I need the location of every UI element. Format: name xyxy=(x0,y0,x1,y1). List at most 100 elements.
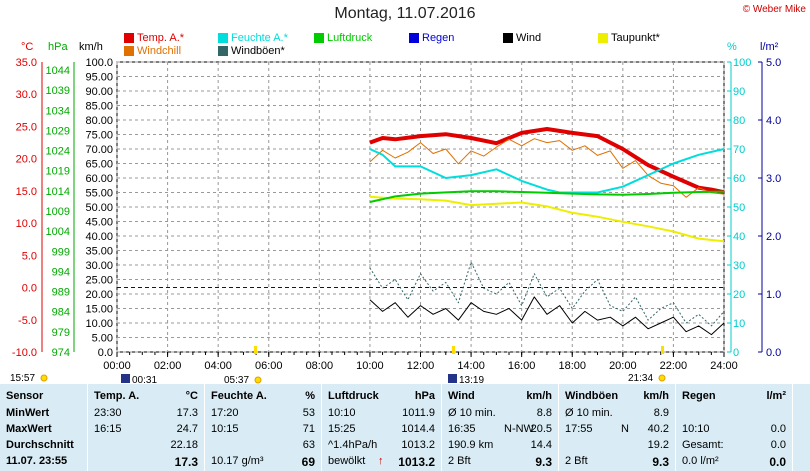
stat-row: 19.2 xyxy=(559,439,675,454)
legend-item: Windböen* xyxy=(218,45,285,57)
legend-label: Regen xyxy=(422,32,455,44)
pressure-tick-label: 1009 xyxy=(46,206,70,218)
humidity-unit-label: % xyxy=(727,41,737,53)
stat-time: 2 Bft xyxy=(565,455,588,467)
temp-tick-label: -10.0 xyxy=(12,347,37,359)
wind-unit: km/h xyxy=(526,390,552,402)
x-tick-label: 12:00 xyxy=(407,360,435,372)
legend-label: Taupunkt* xyxy=(611,32,660,44)
pressure-tick-label: 1034 xyxy=(46,105,70,117)
humidity-tick-label: 60 xyxy=(733,173,745,185)
stat-value: 53 xyxy=(302,407,315,419)
stat-value: 0.0 xyxy=(770,439,786,451)
rain-tick-label: 1.0 xyxy=(766,289,781,301)
wind-tick-label: 65.00 xyxy=(85,159,113,171)
legend-item: Luftdruck xyxy=(314,32,372,44)
stat-value: 17.3 xyxy=(174,455,198,469)
stat-value: 1011.9 xyxy=(402,407,435,419)
wind-tick-label: 70.00 xyxy=(85,144,113,156)
stat-row: 2 Bft 9.3 xyxy=(442,455,558,470)
wind-tick-label: 50.00 xyxy=(85,202,113,214)
humidity-tick-label: 0 xyxy=(733,347,739,359)
wind-tick-label: 75.00 xyxy=(85,130,113,142)
event-marker xyxy=(452,346,455,354)
legend-label: Windchill xyxy=(137,45,182,57)
stat-row: 10:10 1011.9 xyxy=(322,407,441,422)
legend-item: Feuchte A.* xyxy=(218,32,288,44)
series-line-1 xyxy=(369,138,725,198)
pressure-tick-label: 1039 xyxy=(46,85,70,97)
stat-row: 0.0 l/m² 0.0 xyxy=(676,455,792,470)
stat-time: 16:15 xyxy=(94,423,122,435)
stat-time: 17:20 xyxy=(211,407,239,419)
stat-value: 8.8 xyxy=(536,407,552,419)
temp-section: Temp. A. °C 23:30 17.3 16:15 24.7 22.18 17.3 xyxy=(88,384,205,471)
sun-time-label: 05:37 xyxy=(224,375,249,384)
pressure-tick-label: 1004 xyxy=(46,226,70,238)
stat-row: 2 Bft 9.3 xyxy=(559,455,675,470)
legend-label: Temp. A.* xyxy=(137,32,185,44)
row-label-max: MaxWert xyxy=(6,423,52,435)
stat-value: 40.2 xyxy=(647,423,669,435)
humidity-tick-label: 50 xyxy=(733,202,745,214)
rain-title: Regen xyxy=(682,390,716,402)
legend-item: Wind xyxy=(503,32,541,44)
pressure-unit-label: hPa xyxy=(48,41,68,53)
temp-unit-label: °C xyxy=(21,41,33,53)
rain-unit: l/m² xyxy=(766,390,786,402)
stat-row: 16:35 N-NW 20.5 xyxy=(442,423,558,438)
stat-time: Ø 10 min. xyxy=(565,407,613,419)
wind-tick-label: 55.00 xyxy=(85,188,113,200)
stat-value: 17.3 xyxy=(176,407,198,419)
legend-swatch xyxy=(124,33,134,43)
stat-row: 17:55 N 40.2 xyxy=(559,423,675,438)
legend-item: Windchill xyxy=(124,45,181,57)
wind-tick-label: 25.00 xyxy=(85,275,113,287)
sun-time-label: 15:57 xyxy=(10,373,35,384)
series-line-0 xyxy=(369,127,725,195)
stat-direction: N xyxy=(621,423,629,435)
moon-icon xyxy=(121,374,130,383)
gust-section: Windböen km/h Ø 10 min. 8.9 17:55 N 40.2 19.2 2 … xyxy=(559,384,676,471)
pressure-tick-label: 994 xyxy=(52,266,70,278)
wind-tick-label: 60.00 xyxy=(85,173,113,185)
sun-time-label: 21:34 xyxy=(628,373,653,384)
moon-time-label: 13:19 xyxy=(459,375,484,384)
sun-icon xyxy=(658,374,666,382)
x-tick-label: 24:00 xyxy=(710,360,738,372)
x-tick-label: 18:00 xyxy=(558,360,586,372)
row-label-min: MinWert xyxy=(6,407,50,419)
stat-row: 17:20 53 xyxy=(205,407,321,422)
stat-value: 1013.2 xyxy=(401,439,435,451)
stat-time: 10:10 xyxy=(328,407,356,419)
stat-row: Gesamt: 0.0 xyxy=(676,439,792,454)
legend-label: Feuchte A.* xyxy=(231,32,288,44)
stat-value: 69 xyxy=(301,455,315,469)
stat-row: 23:30 17.3 xyxy=(88,407,204,422)
temp-tick-label: 15.0 xyxy=(16,186,37,198)
series-line-5 xyxy=(369,296,725,336)
temp-tick-label: 0.0 xyxy=(22,283,37,295)
wind-tick-label: 10.00 xyxy=(85,318,113,330)
rain-tick-label: 5.0 xyxy=(766,57,781,69)
legend-label: Luftdruck xyxy=(327,32,373,44)
legend-swatch xyxy=(218,33,228,43)
hum-section: Feuchte A.% 17:20 53 10:15 71 63 10.17 g/m³ 69 xyxy=(205,384,322,471)
row-label-current: 11.07. 23:55 xyxy=(6,455,68,467)
stat-time: 23:30 xyxy=(94,407,122,419)
stats-panel: Sensor MinWert MaxWert Durchschnitt 11.0… xyxy=(0,384,810,471)
legend-label: Windböen* xyxy=(231,45,285,57)
humidity-tick-label: 100 xyxy=(733,57,751,69)
stat-time: ^1.4hPa/h xyxy=(328,439,378,451)
press-section: Luftdruck hPa 10:10 1011.9 15:25 1014.4 ^1.4hP… xyxy=(322,384,442,471)
stat-value: 20.5 xyxy=(530,423,552,435)
wind-tick-label: 90.00 xyxy=(85,86,113,98)
stat-row: 22.18 xyxy=(88,439,204,454)
moon-time-label: 00:31 xyxy=(132,375,157,384)
wind-tick-label: 95.00 xyxy=(85,72,113,84)
stat-value: 24.7 xyxy=(176,423,198,435)
stat-time: 10.17 g/m³ xyxy=(211,455,264,467)
stat-row: 10:15 71 xyxy=(205,423,321,438)
pressure-tick-label: 1044 xyxy=(46,65,70,77)
temp-tick-label: 35.0 xyxy=(16,57,37,69)
